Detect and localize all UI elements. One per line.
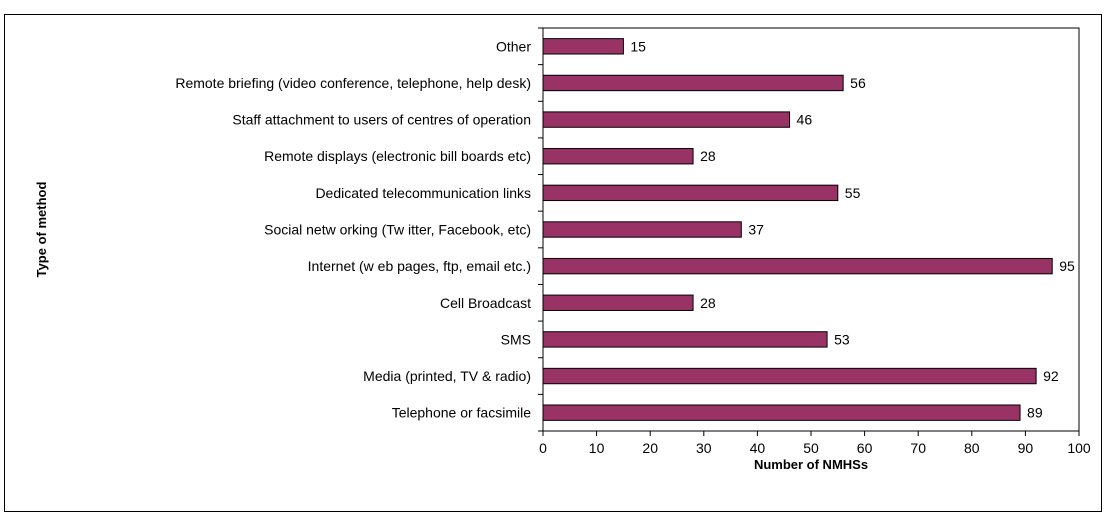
data-label: 28 <box>700 148 716 164</box>
x-tick-label: 40 <box>750 440 766 456</box>
category-label: Remote displays (electronic bill boards … <box>264 148 531 164</box>
x-tick-label: 70 <box>910 440 926 456</box>
data-label: 92 <box>1043 368 1059 384</box>
data-label: 56 <box>850 75 866 91</box>
x-tick-label: 20 <box>642 440 658 456</box>
bar <box>542 148 694 165</box>
category-label: Remote briefing (video conference, telep… <box>175 75 531 91</box>
bar <box>542 331 828 348</box>
x-tick-label: 60 <box>857 440 873 456</box>
bar <box>542 294 694 311</box>
x-tick-label: 0 <box>539 440 547 456</box>
data-label: 95 <box>1059 258 1075 274</box>
data-label: 89 <box>1027 405 1043 421</box>
x-tick-label: 50 <box>803 440 819 456</box>
x-axis-title: Number of NMHSs <box>754 457 868 472</box>
data-label: 28 <box>700 295 716 311</box>
y-axis-title: Type of method <box>34 182 49 278</box>
bar <box>542 221 742 238</box>
x-tick-label: 100 <box>1067 440 1091 456</box>
x-tick-label: 80 <box>964 440 980 456</box>
data-label: 55 <box>845 185 861 201</box>
category-label: Dedicated telecommunication links <box>315 185 531 201</box>
category-label: Other <box>496 38 531 54</box>
bar <box>542 184 839 202</box>
bar <box>542 404 1021 421</box>
x-tick-label: 30 <box>696 440 712 456</box>
data-label: 37 <box>748 222 764 238</box>
x-tick-label: 90 <box>1018 440 1034 456</box>
bar <box>542 257 1053 275</box>
plot-area: Telephone or facsimile 89 Media (printed, … <box>175 27 1091 456</box>
category-label: Cell Broadcast <box>440 295 531 311</box>
bar <box>542 38 624 55</box>
data-label: 53 <box>834 331 850 347</box>
x-tick-label: 10 <box>589 440 605 456</box>
category-label: Social netw orking (Tw itter, Facebook, … <box>264 222 531 238</box>
bar <box>542 111 791 128</box>
data-label: 46 <box>797 112 813 128</box>
category-label: SMS <box>501 331 531 347</box>
category-label: Staff attachment to users of centres of … <box>232 112 531 128</box>
category-label: Telephone or facsimile <box>392 405 532 421</box>
category-label: Internet (w eb pages, ftp, email etc.) <box>308 258 531 274</box>
bar <box>542 367 1037 385</box>
data-label: 15 <box>630 38 646 54</box>
bar <box>542 74 844 92</box>
category-label: Media (printed, TV & radio) <box>363 368 531 384</box>
